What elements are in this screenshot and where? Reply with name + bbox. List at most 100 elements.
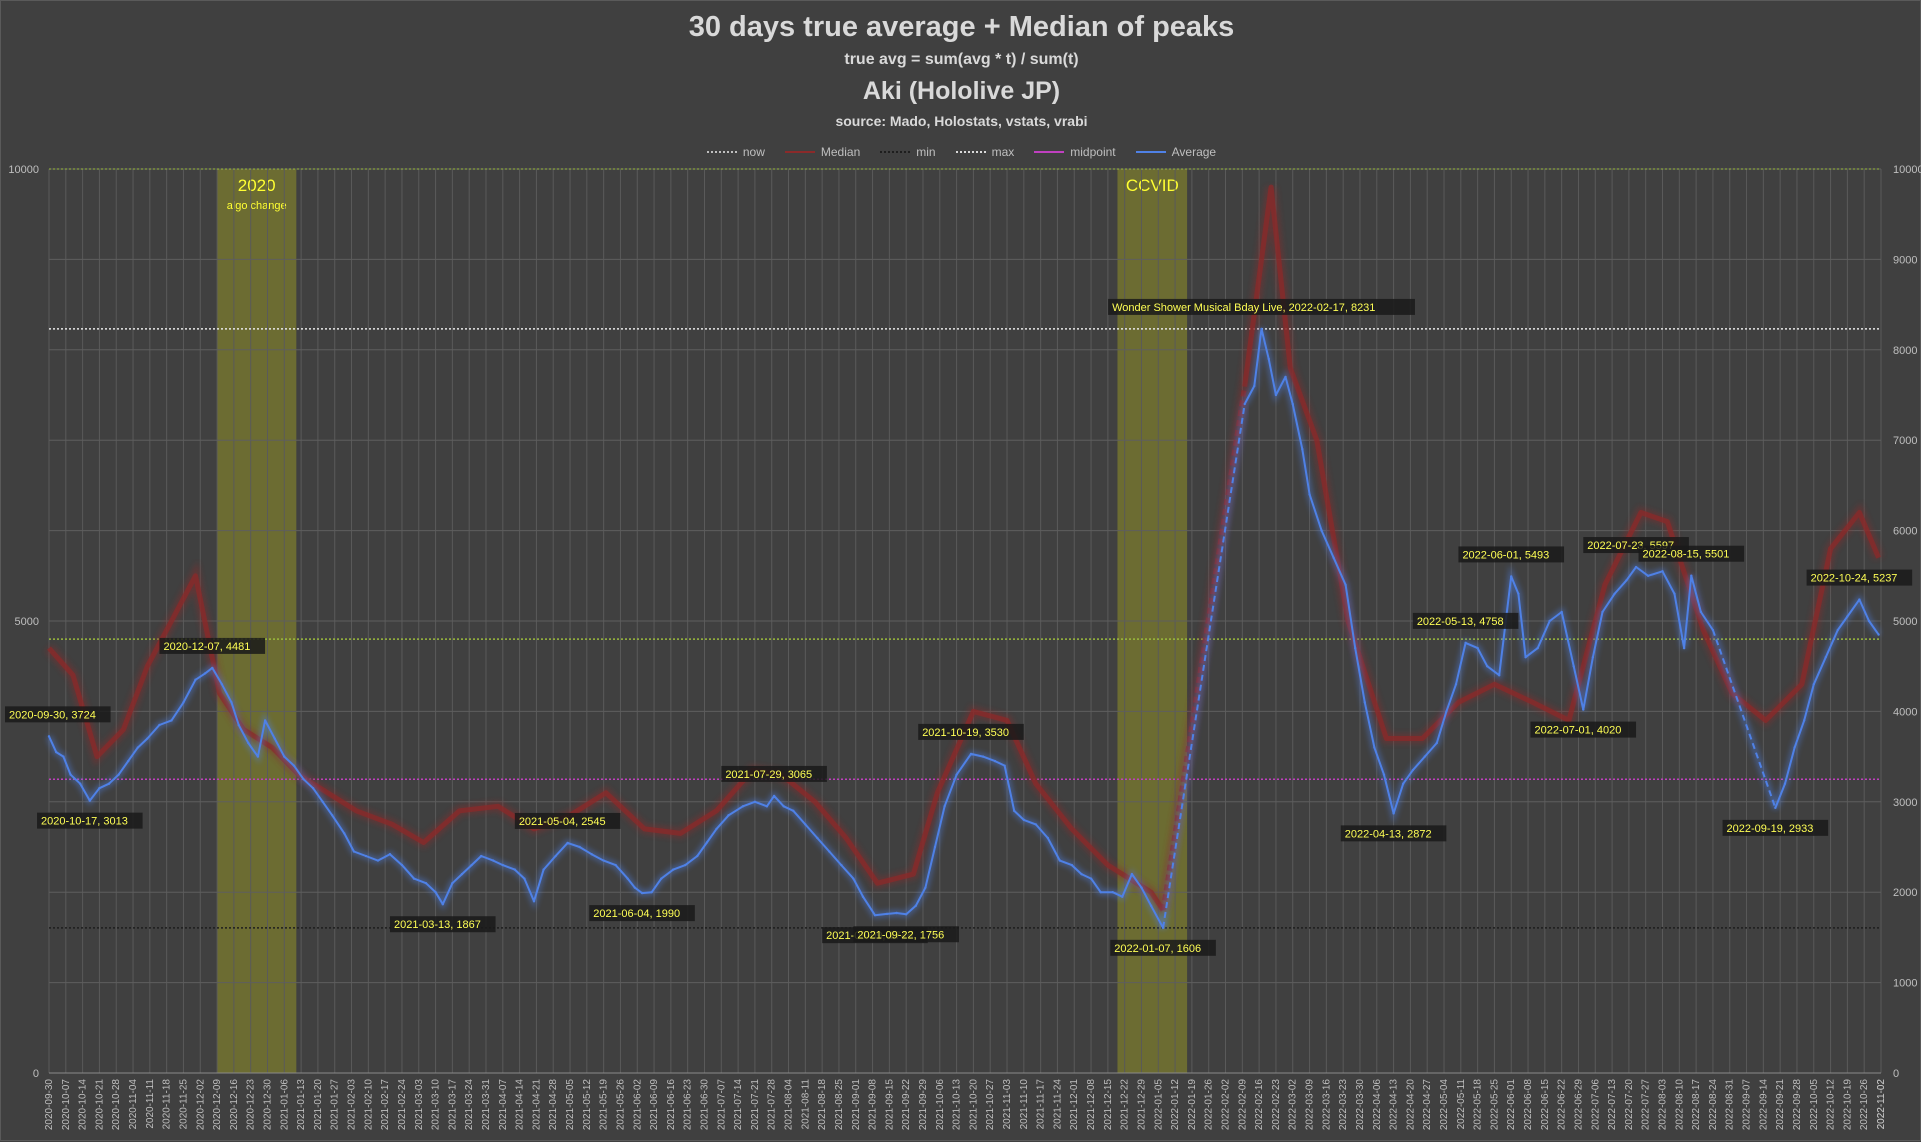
average-point (1022, 818, 1026, 822)
average-point (873, 913, 877, 917)
x-tick-label: 2022-03-23 (1338, 1079, 1349, 1131)
x-tick-label: 2021-10-27 (985, 1079, 996, 1131)
average-point (343, 832, 346, 835)
data-label-text: 2020-09-30, 3724 (9, 709, 96, 721)
data-label-text: 2022-06-01, 5493 (1462, 549, 1549, 561)
average-point (684, 863, 687, 867)
data-label: 2020-09-30, 3724 (5, 706, 111, 723)
average-point (1613, 592, 1616, 596)
average-point (62, 755, 65, 758)
data-label-background (389, 916, 496, 933)
data-label-text: 2021-06-04, 1990 (593, 908, 680, 920)
average-point (479, 854, 483, 858)
data-label-text: 2022-09-19, 2933 (1727, 823, 1814, 835)
average-point (107, 782, 111, 785)
data-label: 2022-05-13, 4758 (1412, 612, 1519, 629)
average-point (127, 759, 130, 763)
average-point (804, 823, 807, 826)
y-right-tick-label: 5000 (1893, 616, 1917, 628)
x-tick-label: 2022-09-07 (1742, 1079, 1753, 1131)
x-tick-label: 2022-09-21 (1775, 1079, 1786, 1131)
average-point (256, 755, 260, 758)
average-point (1080, 872, 1083, 876)
legend-item-midpoint: midpoint (1034, 145, 1116, 159)
average-point (170, 719, 173, 722)
average-point (1846, 615, 1849, 618)
x-tick-label: 2022-01-05 (1153, 1079, 1164, 1131)
x-tick-label: 2021-10-20 (968, 1079, 979, 1131)
data-label: 2022-06-01, 5493 (1458, 546, 1565, 563)
data-label-text: 2021-05-04, 2545 (519, 816, 606, 828)
average-point (376, 859, 380, 862)
average-point (1320, 529, 1323, 532)
average-point (1274, 393, 1278, 397)
average-point (1140, 886, 1143, 889)
x-tick-label: 2022-05-18 (1473, 1079, 1484, 1131)
data-label-background (1412, 612, 1519, 629)
average-point (352, 850, 356, 853)
average-point (914, 904, 917, 907)
average-point (1476, 646, 1479, 650)
average-point (47, 735, 51, 738)
y-right-tick-label: 4000 (1893, 706, 1917, 718)
data-label-text: 2021-03-13, 1867 (394, 919, 481, 931)
data-label-background (918, 723, 1024, 740)
data-label: 2022-09-19, 2933 (1722, 819, 1829, 836)
legend-label: Median (820, 145, 861, 159)
x-tick-label: 2021-02-17 (380, 1079, 391, 1131)
x-tick-label: 2022-03-30 (1355, 1079, 1366, 1131)
x-tick-label: 2022-06-29 (1573, 1079, 1584, 1131)
data-label-background (1530, 721, 1637, 738)
average-point (117, 773, 120, 776)
data-label-background (1722, 819, 1829, 836)
x-tick-label: 2021-03-03 (414, 1079, 425, 1131)
average-point (412, 877, 416, 880)
chart-source: source: Mado, Holostats, vstats, vrabi (835, 113, 1088, 129)
x-tick-label: 2021-08-18 (817, 1079, 828, 1131)
x-tick-label: 2021-03-24 (464, 1079, 475, 1131)
average-point (1498, 674, 1501, 677)
legend-item-now: now (706, 145, 765, 159)
x-tick-label: 2022-07-20 (1624, 1079, 1635, 1131)
average-point (1070, 863, 1074, 867)
x-tick-label: 2022-04-06 (1372, 1079, 1383, 1131)
x-tick-label: 2021-09-15 (884, 1079, 895, 1131)
legend-item-max: max (955, 145, 1014, 159)
x-tick-label: 2022-08-24 (1708, 1079, 1719, 1131)
average-point (1423, 755, 1427, 758)
x-tick-label: 2022-10-05 (1809, 1079, 1820, 1131)
average-point (554, 854, 557, 858)
average-point (388, 853, 392, 856)
x-tick-label: 2021-11-24 (1052, 1079, 1063, 1130)
average-point (1149, 904, 1153, 907)
x-tick-label: 2022-11-02 (1876, 1079, 1887, 1130)
data-label: Wonder Shower Musical Bday Live, 2022-02… (1108, 298, 1415, 315)
average-point (1253, 384, 1256, 388)
x-tick-label: 2021-02-10 (363, 1079, 374, 1131)
average-point (1690, 574, 1693, 577)
data-label-text: 2022-07-01, 4020 (1534, 725, 1621, 737)
x-tick-label: 2021-12-29 (1136, 1079, 1147, 1131)
average-point (1548, 619, 1551, 623)
average-point (1121, 895, 1124, 898)
average-point (765, 805, 769, 808)
average-point (1582, 708, 1585, 711)
data-label-background (159, 637, 266, 654)
x-tick-label: 2021-12-22 (1120, 1079, 1131, 1131)
data-label: 2022-04-13, 2872 (1340, 825, 1447, 842)
average-point (840, 863, 843, 867)
average-point (513, 868, 517, 871)
average-point (1435, 741, 1439, 745)
series-average-line (1162, 403, 1246, 928)
y-right-tick-label: 3000 (1893, 797, 1917, 809)
average-point (1382, 773, 1386, 776)
x-tick-label: 2021-04-28 (548, 1079, 559, 1131)
x-tick-label: 2022-02-02 (1221, 1079, 1232, 1131)
average-point (247, 741, 250, 745)
x-tick-label: 2022-08-03 (1658, 1079, 1669, 1131)
x-tick-label: 2021-11-10 (1019, 1079, 1030, 1130)
average-point (501, 863, 504, 867)
x-tick-label: 2022-04-27 (1422, 1079, 1433, 1131)
average-point (1646, 574, 1650, 577)
